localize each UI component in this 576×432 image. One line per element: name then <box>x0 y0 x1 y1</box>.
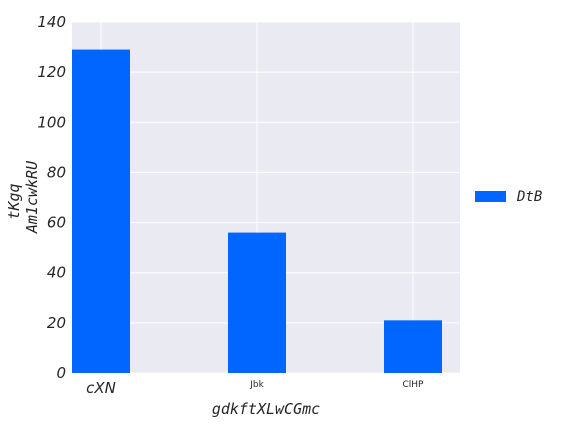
bars <box>72 49 442 373</box>
y-axis-label-part-2: Am1cwkRU <box>23 160 41 234</box>
legend-label: DtB <box>516 189 542 205</box>
bar-cxn <box>72 49 130 373</box>
y-tick-label: 100 <box>37 113 66 131</box>
x-tick-label: ClHP <box>403 380 425 390</box>
x-tick-label: Jbk <box>249 380 264 390</box>
x-tick-labels: cXN Jbk ClHP <box>86 379 424 397</box>
bar-clhp <box>384 320 442 373</box>
x-axis-label: gdkftXLwCGmc <box>212 400 320 418</box>
y-tick-label: 120 <box>37 63 66 81</box>
y-tick-label: 20 <box>47 314 66 332</box>
y-tick-label: 40 <box>47 264 66 282</box>
y-tick-label: 80 <box>47 163 66 181</box>
y-axis-label-part-1: tKgq <box>5 183 23 219</box>
y-axis-label: tKgq Am1cwkRU <box>5 160 41 234</box>
y-tick-labels: 0 20 40 60 80 100 120 140 <box>37 13 66 382</box>
legend-swatch <box>475 191 506 202</box>
y-tick-label: 60 <box>47 214 66 232</box>
legend: DtB <box>475 189 542 205</box>
x-tick-label: cXN <box>86 379 116 397</box>
y-tick-label: 140 <box>37 13 66 31</box>
y-tick-label: 0 <box>56 364 66 382</box>
bar-jbk <box>228 232 286 373</box>
